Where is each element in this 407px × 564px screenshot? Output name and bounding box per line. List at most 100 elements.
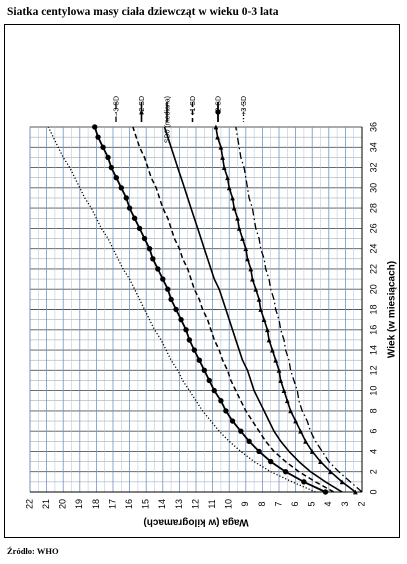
data-point — [303, 438, 308, 444]
legend-label: +2 SD — [216, 96, 223, 116]
legend-entry: SD0 (mediana) — [165, 96, 172, 143]
data-point — [268, 458, 274, 465]
data-point — [328, 469, 333, 475]
weight-tick-label: 15 — [141, 499, 151, 509]
series-4 — [92, 124, 329, 495]
age-tick-label: 22 — [368, 264, 378, 274]
age-tick-label: 20 — [368, 284, 378, 294]
weight-tick-label: 3 — [340, 501, 350, 506]
age-tick-label: 10 — [368, 386, 378, 396]
data-point — [318, 459, 323, 464]
data-point — [150, 256, 156, 262]
legend-entry: - 3 SD — [114, 96, 121, 122]
data-point — [206, 377, 212, 384]
data-point — [246, 438, 252, 445]
age-tick-label: 30 — [368, 183, 378, 193]
legend-label: +3 SD — [241, 96, 248, 116]
data-point — [250, 276, 255, 282]
legend-marker — [139, 109, 144, 115]
series-1 — [213, 124, 358, 495]
data-point — [191, 347, 198, 353]
data-point — [108, 164, 115, 171]
data-point — [352, 489, 358, 495]
age-tick-label: 26 — [368, 223, 378, 233]
data-point — [183, 327, 189, 333]
weight-tick-label: 18 — [91, 499, 101, 509]
age-tick-label: 36 — [368, 122, 378, 132]
weight-tick-label: 6 — [290, 501, 300, 506]
weight-tick-label: 14 — [157, 499, 167, 509]
age-tick-label: 2 — [368, 469, 378, 474]
weight-tick-label: 12 — [190, 499, 200, 509]
legend: - 3 SD - 2 SD SD0 (mediana) +1 SD +2 SD +3 SD — [114, 96, 249, 143]
data-point — [264, 327, 270, 333]
data-point — [248, 266, 254, 272]
series-0 — [235, 126, 363, 493]
data-point — [240, 236, 245, 241]
data-point — [221, 165, 227, 170]
data-point — [282, 469, 289, 475]
grid — [29, 126, 363, 493]
series-line — [132, 126, 335, 493]
data-point — [258, 307, 264, 312]
legend-entry: +1 SD — [190, 96, 197, 122]
legend-entry: +2 SD — [215, 96, 223, 122]
data-point — [136, 225, 143, 232]
weight-tick-label: 13 — [174, 499, 184, 509]
chart-title: Siatka centylowa masy ciała dziewcząt w … — [7, 6, 279, 18]
weight-tick-label: 17 — [107, 499, 117, 509]
data-point — [213, 124, 219, 130]
data-point — [113, 174, 120, 181]
data-point — [146, 245, 153, 252]
weight-tick-label: 11 — [207, 499, 217, 508]
data-point — [253, 286, 259, 292]
data-point — [273, 357, 279, 363]
legend-label: SD0 (mediana) — [165, 96, 172, 143]
legend-label: - 3 SD — [114, 96, 121, 116]
legend-label: - 2 SD — [139, 96, 146, 116]
data-point — [126, 205, 133, 211]
weight-tick-label: 20 — [58, 499, 68, 509]
weight-tick-label: 8 — [257, 501, 267, 506]
series-2 — [163, 126, 343, 493]
data-point — [155, 266, 161, 272]
weight-tick-label: 7 — [273, 501, 283, 506]
data-point — [281, 388, 287, 394]
data-point — [288, 408, 294, 414]
legend-entry: +3 SD — [241, 96, 248, 122]
age-tick-label: 16 — [368, 325, 378, 335]
age-tick-label: 8 — [368, 408, 378, 413]
legend-label: +1 SD — [190, 96, 197, 116]
data-point — [211, 387, 217, 394]
weight-tick-label: 5 — [307, 501, 317, 506]
data-point — [339, 479, 345, 485]
weight-tick-label: 21 — [41, 499, 51, 509]
age-tick-label: 4 — [368, 449, 378, 454]
weight-tick-label: 2 — [356, 501, 366, 506]
age-tick-label: 32 — [368, 163, 378, 173]
data-point — [168, 296, 174, 303]
data-point — [293, 418, 298, 424]
data-point — [95, 134, 101, 140]
age-axis-title: Wiek (w miesiącach) — [387, 261, 398, 358]
series-3 — [132, 126, 335, 493]
data-point — [261, 317, 267, 323]
data-point — [160, 276, 166, 282]
weight-axis-title: Waga (w kilogramach) — [143, 516, 248, 527]
data-point — [223, 408, 229, 414]
weight-tick-label: 9 — [240, 501, 250, 506]
series-lines — [47, 124, 363, 495]
data-point — [229, 418, 236, 424]
data-point — [186, 337, 193, 343]
age-tick-label: 12 — [368, 365, 378, 375]
data-point — [309, 449, 315, 454]
data-point — [226, 185, 232, 191]
data-point — [173, 306, 179, 313]
data-point — [218, 398, 224, 404]
data-point — [225, 175, 230, 181]
data-point — [243, 246, 249, 252]
data-point — [256, 296, 262, 302]
data-point — [238, 428, 244, 434]
data-point — [100, 144, 106, 150]
